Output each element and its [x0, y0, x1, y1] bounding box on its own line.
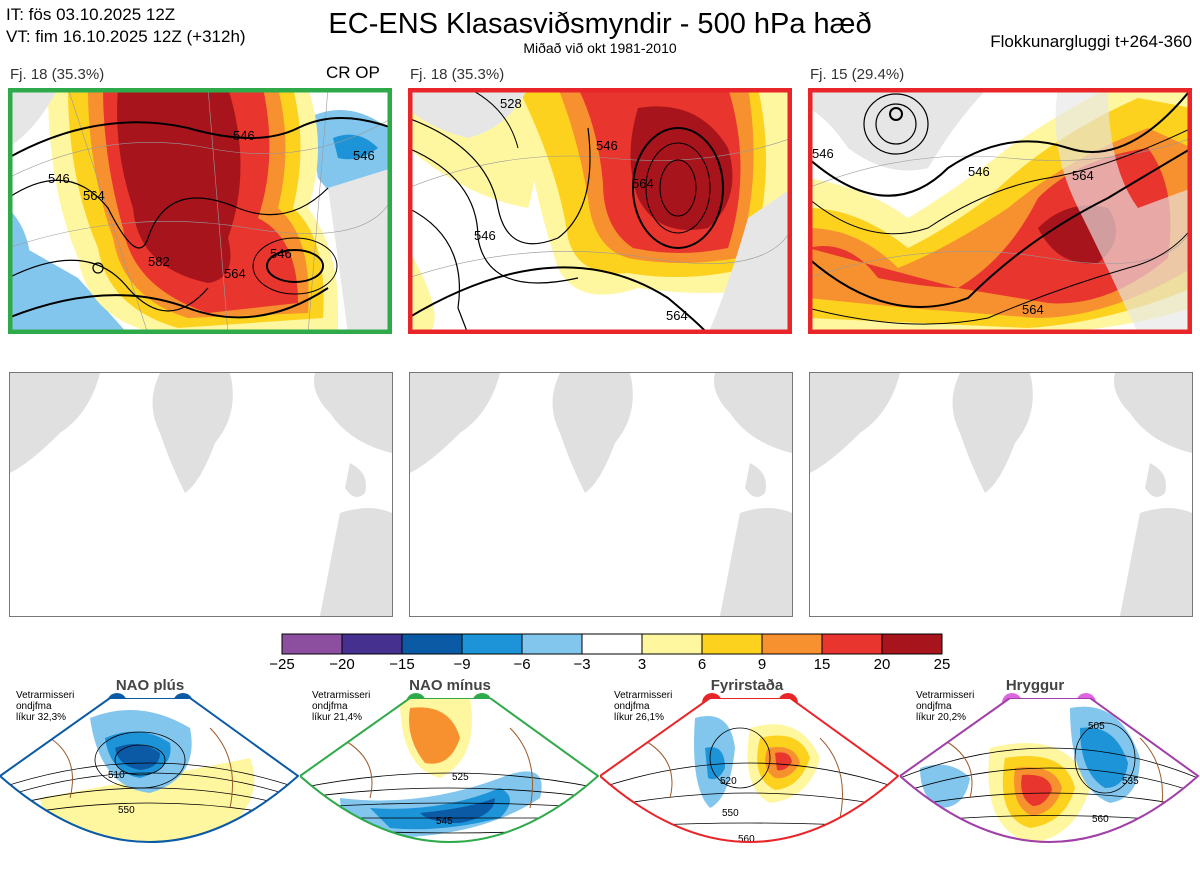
regime-name-3: Fyrirstaða: [710, 677, 784, 694]
panel-3-contour-label: 564: [1072, 168, 1094, 183]
regime-info-2: Vetrarmisseri ondjfma líkur 21,4%: [312, 690, 371, 723]
regime-name-4: Hryggur: [1005, 677, 1065, 694]
regime-1-contour-label: 550: [118, 805, 135, 816]
regime-2-contour-label: 545: [436, 816, 453, 827]
regime-info-1: Vetrarmisseri ondjfma líkur 32,3%: [16, 690, 75, 723]
initial-time: IT: fös 03.10.2025 12Z: [6, 5, 176, 24]
header-info: IT: fös 03.10.2025 12Z VT: fim 16.10.202…: [6, 4, 246, 48]
regime-4-contour-label: 535: [1122, 776, 1139, 787]
panel-3-border: [808, 88, 1192, 334]
regime-2-contour-label: 525: [452, 772, 469, 783]
panel-1-border: [8, 88, 392, 334]
panel-1-contour-label: 546: [48, 171, 70, 186]
colorbar-tick-label: 15: [813, 656, 831, 673]
cluster-map-1: 546 546 546 564 582 564 546: [8, 88, 392, 334]
empty-map-2: [409, 372, 793, 617]
colorbar: [281, 633, 943, 660]
colorbar-segment: [281, 633, 343, 655]
panel-2-contour-label: 564: [666, 308, 688, 323]
panel-1-label: Fj. 18 (35.3%): [10, 66, 105, 83]
regime-name-2: NAO mínus: [409, 677, 491, 694]
colorbar-segment: [761, 633, 823, 655]
panel-1-contour-label: 564: [83, 188, 105, 203]
colorbar-tick-label: −15: [389, 656, 415, 673]
colorbar-segment: [341, 633, 403, 655]
panel-2-border: [408, 88, 792, 334]
regime-info-4: Vetrarmisseri ondjfma líkur 20,2%: [916, 690, 975, 723]
colorbar-tick-label: −20: [329, 656, 355, 673]
cluster-map-3: 546 546 564 564: [808, 88, 1192, 334]
colorbar-tick-label: 9: [757, 656, 767, 673]
cluster-map-2: 528 546 564 546 564: [408, 88, 792, 334]
panel-1-contour-label: 546: [353, 148, 375, 163]
panel-3-contour-label: 546: [968, 164, 990, 179]
panel-2-label: Fj. 18 (35.3%): [410, 66, 505, 83]
colorbar-tick-label: 20: [873, 656, 891, 673]
regime-4-contour-label: 505: [1088, 721, 1105, 732]
panel-1-tag: CR OP: [326, 63, 380, 82]
colorbar-segment: [401, 633, 463, 655]
regime-3-contour-label: 550: [722, 808, 739, 819]
panel-2-contour-label: 528: [500, 96, 522, 111]
colorbar-segment: [701, 633, 763, 655]
colorbar-segment: [521, 633, 583, 655]
regime-4-contour-label: 560: [1092, 814, 1109, 825]
regime-3-contour-label: 520: [720, 776, 737, 787]
panel-1-contour-label: 582: [148, 254, 170, 269]
empty-map-1: [9, 372, 393, 617]
regime-info-3: Vetrarmisseri ondjfma líkur 26,1%: [614, 690, 673, 723]
colorbar-segment: [881, 633, 943, 655]
page-title: EC-ENS Klasasviðsmyndir - 500 hPa hæð: [328, 8, 872, 40]
panel-2-contour-label: 546: [596, 138, 618, 153]
panel-3-label: Fj. 15 (29.4%): [810, 66, 905, 83]
panel-3-contour-label: 564: [1022, 302, 1044, 317]
colorbar-tick-label: −3: [573, 656, 591, 673]
panel-1-contour-label: 546: [233, 128, 255, 143]
panel-3-contour-label: 546: [812, 146, 834, 161]
colorbar-segment: [461, 633, 523, 655]
valid-time: VT: fim 16.10.2025 12Z (+312h): [6, 27, 246, 46]
colorbar-segment: [581, 633, 643, 655]
panel-1-contour-label: 546: [270, 246, 292, 261]
regime-name-1: NAO plús: [115, 677, 185, 694]
colorbar-tick-label: 25: [933, 656, 951, 673]
colorbar-tick-label: −6: [513, 656, 531, 673]
panel-2-contour-label: 546: [474, 228, 496, 243]
colorbar-tick-label: −9: [453, 656, 471, 673]
regime-1-contour-label: 510: [108, 770, 125, 781]
colorbar-tick-label: −25: [269, 656, 295, 673]
empty-map-3: [809, 372, 1193, 617]
panel-1-contour-label: 564: [224, 266, 246, 281]
page-subtitle: Miðað við okt 1981-2010: [523, 40, 677, 56]
colorbar-tick-label: 6: [697, 656, 707, 673]
regime-2-contour-label: 565: [446, 850, 463, 861]
colorbar-tick-label: 3: [637, 656, 647, 673]
panel-2-contour-label: 564: [632, 176, 654, 191]
colorbar-segment: [821, 633, 883, 655]
regime-3-contour-label: 560: [738, 834, 755, 845]
classification-window: Flokkunargluggi t+264-360: [990, 32, 1192, 51]
colorbar-segment: [641, 633, 703, 655]
